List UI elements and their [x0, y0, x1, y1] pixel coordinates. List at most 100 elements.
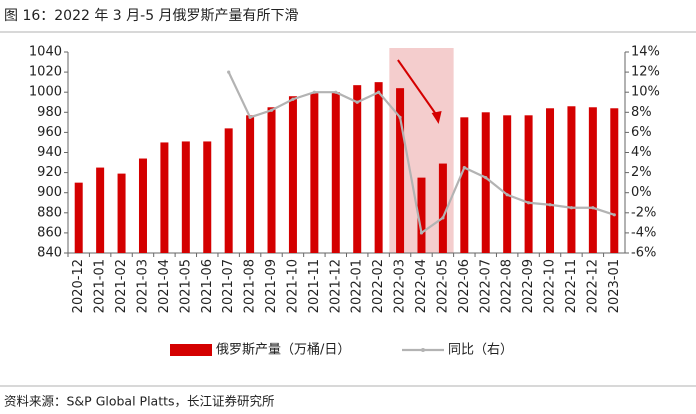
y-tick-label: 1000	[29, 85, 62, 100]
bar	[503, 115, 512, 253]
x-tick-label: 2021-08	[243, 259, 258, 313]
bar	[117, 173, 126, 253]
y2-tick-label: -6%	[631, 246, 656, 261]
x-tick-label: 2023-01	[607, 259, 622, 313]
bar	[74, 182, 83, 253]
line-point	[612, 213, 616, 217]
bar	[96, 167, 105, 253]
bar	[546, 108, 555, 253]
x-tick-label: 2022-11	[564, 259, 579, 313]
bar	[267, 107, 276, 254]
bar	[374, 82, 383, 254]
y2-tick-label: 10%	[631, 85, 660, 100]
y2-tick-label: 6%	[631, 125, 652, 140]
bar	[353, 85, 362, 253]
bar	[138, 158, 147, 253]
legend-swatch	[170, 344, 212, 356]
x-tick-label: 2021-12	[328, 259, 343, 313]
y-tick-label: 880	[37, 205, 62, 220]
line-point	[355, 100, 359, 104]
line-point	[548, 203, 552, 207]
legend-marker	[421, 348, 425, 352]
y2-tick-label: 0%	[631, 185, 652, 200]
x-tick-label: 2021-11	[307, 259, 322, 313]
x-tick-label: 2022-08	[500, 259, 515, 313]
x-tick-label: 2021-03	[135, 259, 150, 313]
bar	[524, 115, 533, 253]
line-point	[462, 165, 466, 170]
y2-tick-label: -2%	[631, 205, 656, 220]
x-tick-label: 2022-02	[371, 259, 386, 313]
arrow-head	[431, 111, 442, 124]
x-tick-label: 2021-07	[221, 259, 236, 313]
x-tick-label: 2021-09	[264, 259, 279, 313]
line-point	[526, 201, 531, 205]
bar	[567, 106, 576, 254]
legend-label: 同比（右）	[448, 343, 513, 358]
x-tick-label: 2022-07	[478, 259, 493, 313]
line-point	[569, 206, 574, 210]
x-tick-label: 2022-12	[585, 259, 600, 313]
y-tick-label: 840	[37, 246, 62, 261]
line-point	[248, 115, 252, 119]
x-tick-label: 2021-10	[285, 259, 300, 313]
x-tick-label: 2022-06	[457, 259, 472, 313]
y2-tick-label: 4%	[631, 145, 652, 160]
line-point	[591, 206, 595, 210]
y-tick-label: 900	[37, 185, 62, 200]
line-point	[377, 90, 381, 94]
y2-tick-label: 14%	[631, 45, 660, 60]
line-point	[269, 108, 274, 112]
bar	[438, 163, 447, 253]
line-point	[441, 216, 445, 220]
bar	[396, 88, 405, 254]
bar	[181, 141, 190, 253]
bar	[460, 117, 469, 253]
line-point	[227, 70, 231, 74]
bar	[203, 141, 212, 253]
bar	[588, 107, 597, 254]
y-tick-label: 960	[37, 125, 62, 140]
line-point	[398, 115, 402, 119]
y-tick-label: 980	[37, 105, 62, 120]
bar	[610, 108, 619, 253]
y2-tick-label: 2%	[631, 165, 652, 180]
bar	[310, 93, 319, 253]
arrow	[397, 59, 440, 119]
y-tick-label: 920	[37, 165, 62, 180]
x-tick-label: 2022-01	[350, 259, 365, 313]
legend-label: 俄罗斯产量（万桶/日）	[216, 343, 350, 358]
line-point	[505, 193, 509, 197]
bar	[417, 177, 426, 253]
y-tick-label: 1040	[29, 45, 62, 60]
x-tick-label: 2022-09	[521, 259, 536, 313]
line-point	[484, 176, 488, 180]
x-tick-label: 2021-02	[114, 259, 129, 313]
y-tick-label: 860	[37, 225, 62, 240]
x-tick-label: 2021-04	[157, 259, 172, 313]
bar	[160, 142, 169, 253]
bar	[224, 128, 233, 253]
y2-tick-label: 8%	[631, 105, 652, 120]
x-tick-label: 2022-10	[543, 259, 558, 313]
line-point	[419, 231, 424, 235]
x-tick-label: 2022-04	[414, 259, 429, 313]
bar	[331, 92, 340, 253]
bar	[246, 115, 255, 253]
y-tick-label: 940	[37, 145, 62, 160]
x-tick-label: 2021-05	[178, 259, 193, 313]
y-tick-label: 1020	[29, 65, 62, 80]
x-tick-label: 2020-12	[71, 259, 86, 313]
y2-tick-label: -4%	[631, 225, 656, 240]
x-tick-label: 2022-05	[435, 259, 450, 313]
bar	[481, 112, 490, 253]
line-point	[312, 90, 316, 94]
line-point	[334, 90, 338, 94]
x-tick-label: 2021-01	[93, 259, 108, 313]
chart-title: 图 16：2022 年 3 月-5 月俄罗斯产量有所下滑	[4, 7, 299, 24]
y2-tick-label: 12%	[631, 65, 660, 80]
line-point	[291, 97, 295, 101]
x-tick-label: 2021-06	[200, 259, 215, 313]
x-tick-label: 2022-03	[393, 259, 408, 313]
